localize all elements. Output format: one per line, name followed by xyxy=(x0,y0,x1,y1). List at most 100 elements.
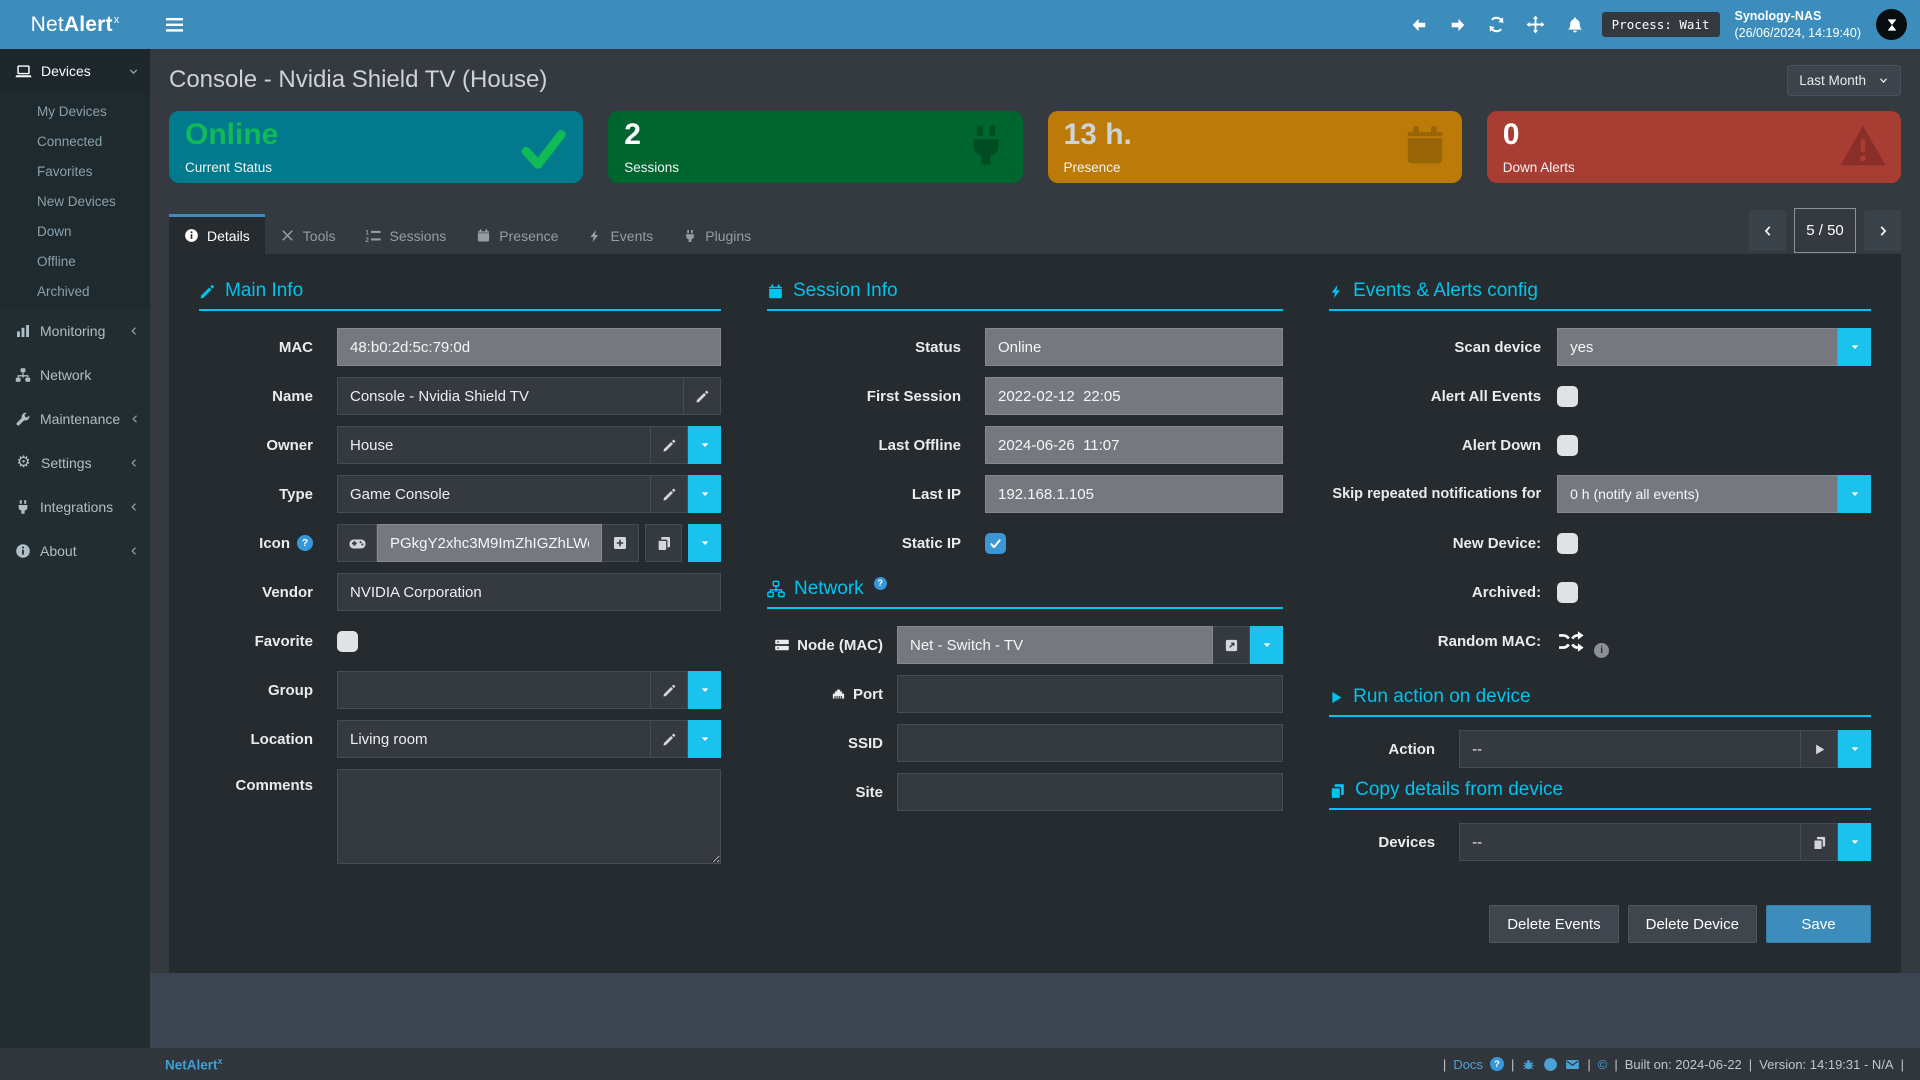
footer-brand[interactable]: NetAlertx xyxy=(165,1056,223,1073)
open-node-button[interactable] xyxy=(1213,626,1251,664)
ssid-input[interactable] xyxy=(897,724,1284,762)
port-input[interactable] xyxy=(897,675,1284,713)
github-link[interactable] xyxy=(1543,1057,1558,1072)
archived-checkbox[interactable] xyxy=(1557,581,1579,603)
prev-device-button[interactable] xyxy=(1749,210,1786,251)
icon-base64-input[interactable] xyxy=(377,524,602,562)
node-mac-input[interactable] xyxy=(897,626,1214,664)
email-link[interactable] xyxy=(1565,1057,1580,1072)
copy-devices-select[interactable] xyxy=(1459,823,1801,861)
static-ip-checkbox[interactable] xyxy=(985,532,1006,554)
move-button[interactable] xyxy=(1524,13,1548,37)
sidebar-item-monitoring[interactable]: Monitoring xyxy=(0,309,150,353)
next-device-button[interactable] xyxy=(1864,210,1901,251)
copyright-link[interactable]: © xyxy=(1597,1056,1608,1072)
help-icon[interactable]: ? xyxy=(873,576,887,590)
name-input[interactable] xyxy=(337,377,684,415)
section-title: Main Info xyxy=(225,280,304,301)
favorite-checkbox[interactable] xyxy=(337,630,358,652)
comments-textarea[interactable] xyxy=(337,769,721,864)
edit-type-button[interactable] xyxy=(651,475,688,513)
period-selector[interactable]: Last Month xyxy=(1787,64,1901,96)
card-sessions[interactable]: 2 Sessions xyxy=(608,111,1023,183)
sidebar-item-integrations[interactable]: Integrations xyxy=(0,485,150,529)
docs-link[interactable]: Docs xyxy=(1453,1056,1483,1072)
tab-events[interactable]: Events xyxy=(573,214,668,254)
avatar[interactable] xyxy=(1876,9,1907,40)
scan-device-select[interactable] xyxy=(1557,328,1838,366)
icon-dropdown-button[interactable] xyxy=(688,524,721,562)
tab-tools[interactable]: Tools xyxy=(265,214,351,254)
info-icon[interactable]: i xyxy=(1594,643,1610,658)
save-button[interactable]: Save xyxy=(1766,905,1871,943)
sidebar-subitem-offline[interactable]: Offline xyxy=(37,253,76,269)
mac-input[interactable] xyxy=(337,328,721,366)
skip-notifications-select[interactable] xyxy=(1557,475,1838,513)
sidebar-item-settings[interactable]: ⚙ Settings xyxy=(0,441,150,485)
refresh-button[interactable] xyxy=(1485,13,1509,37)
tab-presence[interactable]: Presence xyxy=(461,214,573,254)
site-input[interactable] xyxy=(897,773,1284,811)
host-info: Synology-NAS (26/06/2024, 14:19:40) xyxy=(1735,8,1862,42)
alert-down-checkbox[interactable] xyxy=(1557,434,1579,456)
edit-owner-button[interactable] xyxy=(651,426,688,464)
skip-notifications-dropdown-button[interactable] xyxy=(1838,475,1871,513)
delete-events-button[interactable]: Delete Events xyxy=(1489,905,1619,943)
tab-details[interactable]: Details xyxy=(169,214,265,254)
alert-all-events-checkbox[interactable] xyxy=(1557,385,1579,407)
action-dropdown-button[interactable] xyxy=(1838,730,1871,768)
tab-plugins[interactable]: Plugins xyxy=(668,214,766,254)
location-dropdown-button[interactable] xyxy=(688,720,721,758)
back-button[interactable] xyxy=(1407,13,1431,37)
node-dropdown-button[interactable] xyxy=(1250,626,1284,664)
group-dropdown-button[interactable] xyxy=(688,671,721,709)
first-session-input[interactable] xyxy=(985,377,1284,415)
group-input[interactable] xyxy=(337,671,651,709)
menu-toggle-button[interactable] xyxy=(150,0,198,49)
bug-report-link[interactable] xyxy=(1521,1057,1536,1072)
help-icon[interactable]: ? xyxy=(297,535,313,551)
type-dropdown-button[interactable] xyxy=(688,475,721,513)
sidebar-item-about[interactable]: About xyxy=(0,529,150,573)
device-icon-preview-button[interactable] xyxy=(337,524,377,562)
edit-name-button[interactable] xyxy=(684,377,721,415)
owner-dropdown-button[interactable] xyxy=(688,426,721,464)
process-status-badge[interactable]: Process: Wait xyxy=(1601,12,1720,37)
status-input[interactable] xyxy=(985,328,1284,366)
copy-from-device-button[interactable] xyxy=(1801,823,1838,861)
sidebar-subitem-new-devices[interactable]: New Devices xyxy=(37,193,116,209)
sidebar-item-devices[interactable]: Devices xyxy=(0,49,150,93)
last-offline-input[interactable] xyxy=(985,426,1284,464)
card-down-alerts[interactable]: 0 Down Alerts xyxy=(1486,111,1901,183)
sidebar-item-maintenance[interactable]: Maintenance xyxy=(0,397,150,441)
type-input[interactable] xyxy=(337,475,651,513)
run-action-button[interactable] xyxy=(1801,730,1838,768)
scan-device-dropdown-button[interactable] xyxy=(1838,328,1871,366)
sidebar-subitem-connected[interactable]: Connected xyxy=(37,133,103,149)
sidebar-subitem-favorites[interactable]: Favorites xyxy=(37,163,93,179)
forward-button[interactable] xyxy=(1446,13,1470,37)
sidebar-subitem-archived[interactable]: Archived xyxy=(37,283,90,299)
devices-dropdown-button[interactable] xyxy=(1838,823,1871,861)
location-input[interactable] xyxy=(337,720,651,758)
card-current-status[interactable]: Online Current Status xyxy=(169,111,584,183)
sidebar-item-network[interactable]: Network xyxy=(0,353,150,397)
sidebar-subitem-my-devices[interactable]: My Devices xyxy=(37,103,107,119)
add-icon-button[interactable] xyxy=(602,524,639,562)
app-logo[interactable]: Net Alert x xyxy=(0,0,150,49)
delete-device-button[interactable]: Delete Device xyxy=(1627,905,1757,943)
vendor-input[interactable] xyxy=(337,573,721,611)
field-label: Alert Down xyxy=(1461,436,1542,454)
last-ip-input[interactable] xyxy=(985,475,1284,513)
owner-input[interactable] xyxy=(337,426,651,464)
action-select[interactable] xyxy=(1459,730,1801,768)
copy-icon-button[interactable] xyxy=(645,524,682,562)
edit-location-button[interactable] xyxy=(651,720,688,758)
help-icon[interactable]: ? xyxy=(1489,1057,1504,1071)
new-device-checkbox[interactable] xyxy=(1557,532,1579,554)
sidebar-subitem-down[interactable]: Down xyxy=(37,223,72,239)
card-presence[interactable]: 13 h. Presence xyxy=(1047,111,1462,183)
notifications-button[interactable] xyxy=(1563,13,1587,37)
edit-group-button[interactable] xyxy=(651,671,688,709)
